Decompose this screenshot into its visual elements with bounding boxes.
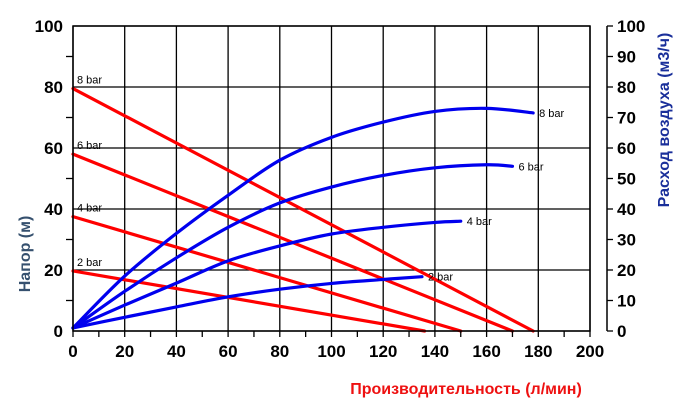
air-curve-8-bar	[71, 106, 535, 330]
head-curve-2-bar	[71, 269, 427, 333]
y-tick-label: 20	[44, 261, 63, 280]
y2-tick-label: 80	[617, 78, 636, 97]
x-tick-label: 0	[68, 342, 77, 361]
y-tick-label: 40	[44, 200, 63, 219]
air-curve-label: 2 bar	[428, 272, 453, 284]
x-tick-label: 20	[115, 342, 134, 361]
y2-tick-label: 50	[617, 170, 636, 189]
series-labels: 8 bar 6 bar 4 bar 2 bar 8 bar 6 bar 4 bar 2 bar	[77, 75, 565, 284]
y-tick-label: 60	[44, 139, 63, 158]
y2-tick-label: 0	[617, 322, 626, 341]
y2-tick-label: 90	[617, 48, 636, 67]
head-curve-label: 2 bar	[77, 257, 102, 269]
y-axis-title: Напор (м)	[17, 216, 34, 293]
series-lines	[71, 86, 535, 333]
x-tick-label: 80	[270, 342, 289, 361]
x-tick-label: 180	[524, 342, 552, 361]
x-axis-title: Производительность (л/мин)	[350, 381, 582, 398]
y-tick-label: 100	[35, 17, 63, 36]
y-tick-label: 0	[54, 322, 63, 341]
y2-tick-label: 70	[617, 109, 636, 128]
x-tick-label: 60	[219, 342, 238, 361]
y2-tick-label: 60	[617, 139, 636, 158]
air-curve-label: 8 bar	[539, 108, 564, 120]
x-tick-label: 200	[576, 342, 604, 361]
bottom-axis: 0 20 40 60 80 100 120 140 160 180 200	[68, 331, 604, 361]
y2-axis-title: Расход воздуха (м3/ч)	[656, 33, 673, 208]
head-curve-label: 4 bar	[77, 203, 102, 215]
y2-tick-label: 30	[617, 231, 636, 250]
head-curve-label: 8 bar	[77, 75, 102, 87]
air-curve-label: 4 bar	[467, 216, 492, 228]
head-curve-label: 6 bar	[77, 140, 102, 152]
head-curve-4-bar	[71, 215, 463, 333]
left-axis: 0 20 40 60 80 100	[35, 17, 73, 341]
x-tick-label: 140	[421, 342, 449, 361]
y2-tick-label: 100	[617, 17, 645, 36]
air-curve-label: 6 bar	[518, 161, 543, 173]
air-curve-2-bar	[71, 275, 424, 330]
air-curve-4-bar	[71, 219, 463, 330]
right-axis: 0 10 20 30 40 50 60 70 80 90 100	[606, 17, 645, 341]
y2-tick-label: 40	[617, 200, 636, 219]
x-tick-label: 120	[369, 342, 397, 361]
x-tick-label: 160	[472, 342, 500, 361]
x-tick-label: 40	[167, 342, 186, 361]
y-tick-label: 80	[44, 78, 63, 97]
x-tick-label: 100	[317, 342, 345, 361]
y2-tick-label: 20	[617, 261, 636, 280]
y2-tick-label: 10	[617, 292, 636, 311]
head-curve-8-bar	[71, 86, 535, 333]
air-curve-6-bar	[71, 163, 515, 330]
